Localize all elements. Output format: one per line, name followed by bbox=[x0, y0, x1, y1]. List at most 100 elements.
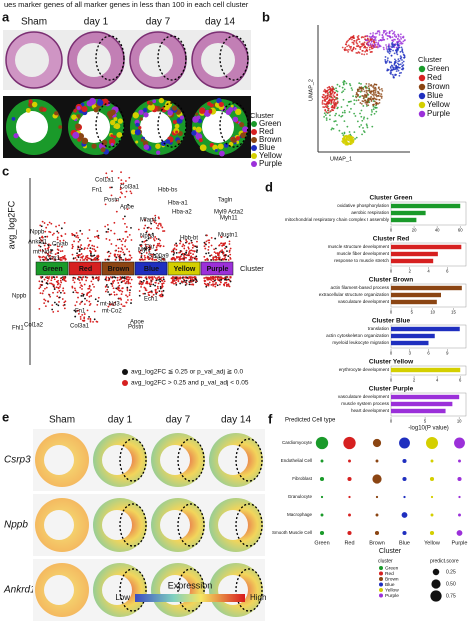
panel-label: b bbox=[262, 9, 270, 24]
umap-point bbox=[372, 97, 375, 100]
umap-point bbox=[343, 111, 346, 114]
umap-point bbox=[380, 93, 383, 96]
umap-point bbox=[363, 53, 366, 56]
umap-point bbox=[396, 53, 399, 56]
volcano-point bbox=[73, 309, 76, 312]
volcano-point bbox=[53, 232, 55, 235]
umap-point bbox=[378, 101, 381, 104]
volcano-point bbox=[58, 224, 61, 227]
umap-point bbox=[394, 74, 397, 77]
volcano-point bbox=[96, 304, 99, 306]
volcano-point bbox=[88, 243, 91, 246]
volcano-point bbox=[188, 242, 190, 245]
cl-spot bbox=[171, 105, 178, 111]
volcano-point bbox=[125, 230, 128, 233]
volcano-point bbox=[62, 239, 65, 242]
volcano-point bbox=[86, 309, 89, 312]
volcano-point bbox=[72, 291, 75, 294]
volcano-point bbox=[123, 305, 126, 308]
cl-spot bbox=[113, 117, 118, 122]
legend-dot bbox=[379, 582, 383, 587]
umap-point bbox=[385, 46, 388, 48]
infarct-outline bbox=[119, 503, 147, 547]
cl-spot bbox=[175, 130, 179, 134]
umap-point bbox=[393, 62, 396, 65]
cl-spot bbox=[172, 120, 177, 125]
umap-point bbox=[370, 85, 373, 87]
volcano-point bbox=[45, 282, 48, 285]
volcano-point bbox=[170, 277, 173, 280]
volcano-point bbox=[211, 280, 214, 283]
volcano-point bbox=[151, 295, 153, 298]
umap-point bbox=[402, 67, 404, 69]
volcano-point bbox=[77, 312, 80, 315]
volcano-point bbox=[111, 303, 113, 305]
cl-spot bbox=[11, 116, 16, 121]
volcano-point bbox=[126, 208, 129, 211]
gene-label: Hbb-bs bbox=[158, 188, 177, 194]
band-label: Brown bbox=[108, 266, 130, 273]
umap-point bbox=[358, 90, 361, 93]
cluster-band bbox=[167, 261, 201, 276]
umap-point bbox=[373, 38, 376, 41]
axis-title: -log10(P value) bbox=[408, 426, 449, 432]
volcano-point bbox=[60, 281, 63, 284]
volcano-point bbox=[47, 259, 49, 261]
volcano-point bbox=[155, 227, 158, 229]
infarct-outline bbox=[235, 438, 263, 482]
score-dot bbox=[348, 513, 351, 517]
volcano-point bbox=[187, 252, 190, 255]
umap-point bbox=[372, 86, 375, 89]
volcano-point bbox=[177, 278, 180, 280]
cl-lumen bbox=[78, 111, 110, 143]
volcano-point bbox=[60, 235, 63, 238]
volcano-point bbox=[146, 282, 149, 285]
umap-point bbox=[400, 37, 403, 40]
cl-spot bbox=[232, 116, 239, 123]
volcano-point bbox=[113, 276, 116, 278]
umap-point bbox=[369, 84, 372, 87]
volcano-point bbox=[125, 180, 127, 182]
volcano-point bbox=[172, 251, 175, 253]
umap-point bbox=[374, 90, 377, 92]
umap-point bbox=[377, 39, 380, 42]
umap-point bbox=[348, 48, 350, 51]
volcano-point bbox=[140, 244, 143, 247]
cl-spot bbox=[138, 126, 142, 130]
umap-point bbox=[334, 120, 337, 122]
volcano-point bbox=[86, 247, 89, 250]
umap-point bbox=[342, 81, 345, 84]
umap-point bbox=[361, 94, 364, 97]
volcano-point bbox=[151, 217, 154, 220]
volcano-point bbox=[160, 290, 163, 293]
volcano-point bbox=[79, 286, 82, 289]
volcano-point bbox=[75, 232, 78, 234]
volcano-point bbox=[72, 245, 74, 248]
gene-label: Mfap4 bbox=[140, 218, 157, 224]
umap-point bbox=[370, 37, 373, 40]
umap-point bbox=[368, 91, 371, 94]
volcano-point bbox=[125, 301, 128, 304]
bar bbox=[391, 203, 461, 209]
cl-spot bbox=[86, 100, 93, 107]
umap-point bbox=[403, 54, 405, 57]
volcano-point bbox=[106, 176, 109, 179]
umap-point bbox=[343, 139, 346, 142]
volcano-point bbox=[54, 243, 57, 246]
umap-point bbox=[396, 40, 399, 43]
volcano-point bbox=[151, 276, 153, 279]
score-dot bbox=[429, 476, 435, 482]
volcano-point bbox=[52, 291, 54, 294]
umap-point bbox=[397, 43, 400, 46]
volcano-point bbox=[48, 230, 51, 233]
volcano-point bbox=[92, 255, 94, 257]
volcano-point bbox=[83, 283, 86, 286]
volcano-point bbox=[107, 231, 109, 233]
umap-point bbox=[399, 40, 402, 43]
volcano-point bbox=[227, 283, 230, 286]
volcano-point bbox=[204, 259, 207, 261]
gene-label: Fn1 bbox=[75, 309, 86, 315]
umap-point bbox=[358, 40, 361, 43]
volcano-point bbox=[183, 244, 186, 247]
volcano-point bbox=[125, 294, 127, 297]
